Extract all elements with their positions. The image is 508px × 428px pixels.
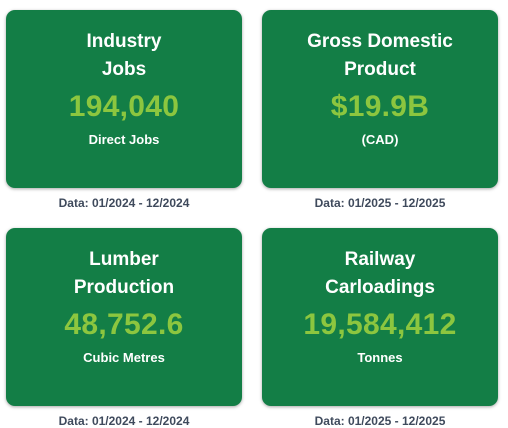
- stat-unit: Direct Jobs: [88, 132, 160, 147]
- stat-unit: Cubic Metres: [83, 350, 165, 365]
- stat-period: Data: 01/2025 - 12/2025: [314, 196, 446, 210]
- stat-period: Data: 01/2025 - 12/2025: [314, 414, 446, 428]
- stat-card: Gross Domestic Product $19.9B (CAD): [262, 10, 498, 188]
- stat-card: Industry Jobs 194,040 Direct Jobs: [6, 10, 242, 188]
- stat-gdp: Gross Domestic Product $19.9B (CAD) Data…: [262, 10, 498, 210]
- stat-value: $19.9B: [330, 90, 430, 123]
- stat-title: Gross Domestic Product: [307, 31, 453, 80]
- stat-title: Railway Carloadings: [325, 249, 435, 298]
- stat-unit: Tonnes: [357, 350, 403, 365]
- stat-value: 194,040: [68, 90, 180, 123]
- stat-title: Industry Jobs: [86, 31, 162, 80]
- stat-railway-carloadings: Railway Carloadings 19,584,412 Tonnes Da…: [262, 228, 498, 428]
- stat-period: Data: 01/2024 - 12/2024: [58, 414, 190, 428]
- stat-card: Railway Carloadings 19,584,412 Tonnes: [262, 228, 498, 406]
- stat-value: 19,584,412: [303, 308, 457, 341]
- stat-card: Lumber Production 48,752.6 Cubic Metres: [6, 228, 242, 406]
- stat-unit: (CAD): [361, 132, 399, 147]
- stat-industry-jobs: Industry Jobs 194,040 Direct Jobs Data: …: [6, 10, 242, 210]
- stat-title: Lumber Production: [73, 249, 175, 298]
- stat-lumber-production: Lumber Production 48,752.6 Cubic Metres …: [6, 228, 242, 428]
- stat-value: 48,752.6: [64, 308, 184, 341]
- stat-period: Data: 01/2024 - 12/2024: [58, 196, 190, 210]
